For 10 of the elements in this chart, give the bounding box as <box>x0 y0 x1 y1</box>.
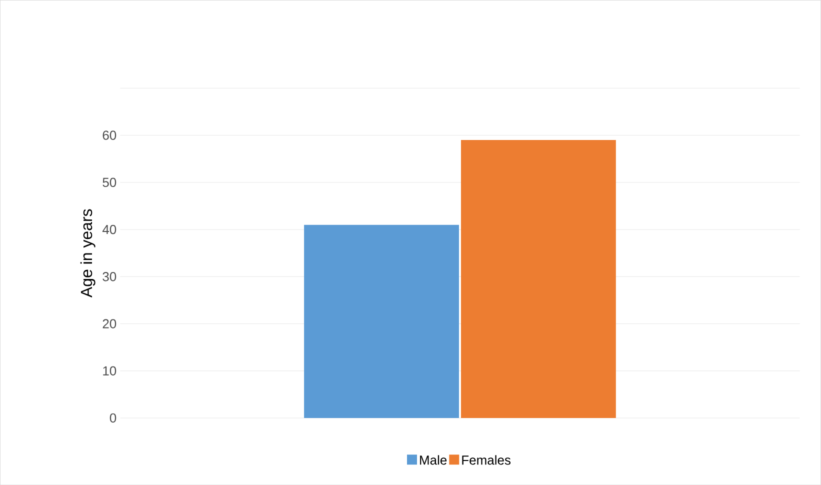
legend-label: Male <box>420 455 447 465</box>
y-axis-title: Age in years <box>80 209 96 298</box>
y-tick-label: 50 <box>102 178 116 187</box>
y-tick-label: 10 <box>103 366 116 376</box>
y-tick-label: 30 <box>102 272 116 282</box>
legend-label: Females <box>462 455 510 465</box>
y-tick-label: 0 <box>110 413 116 423</box>
y-tick-label: 20 <box>102 319 116 328</box>
y-tick-label: 40 <box>102 224 116 234</box>
y-tick-label: 60 <box>102 130 116 140</box>
